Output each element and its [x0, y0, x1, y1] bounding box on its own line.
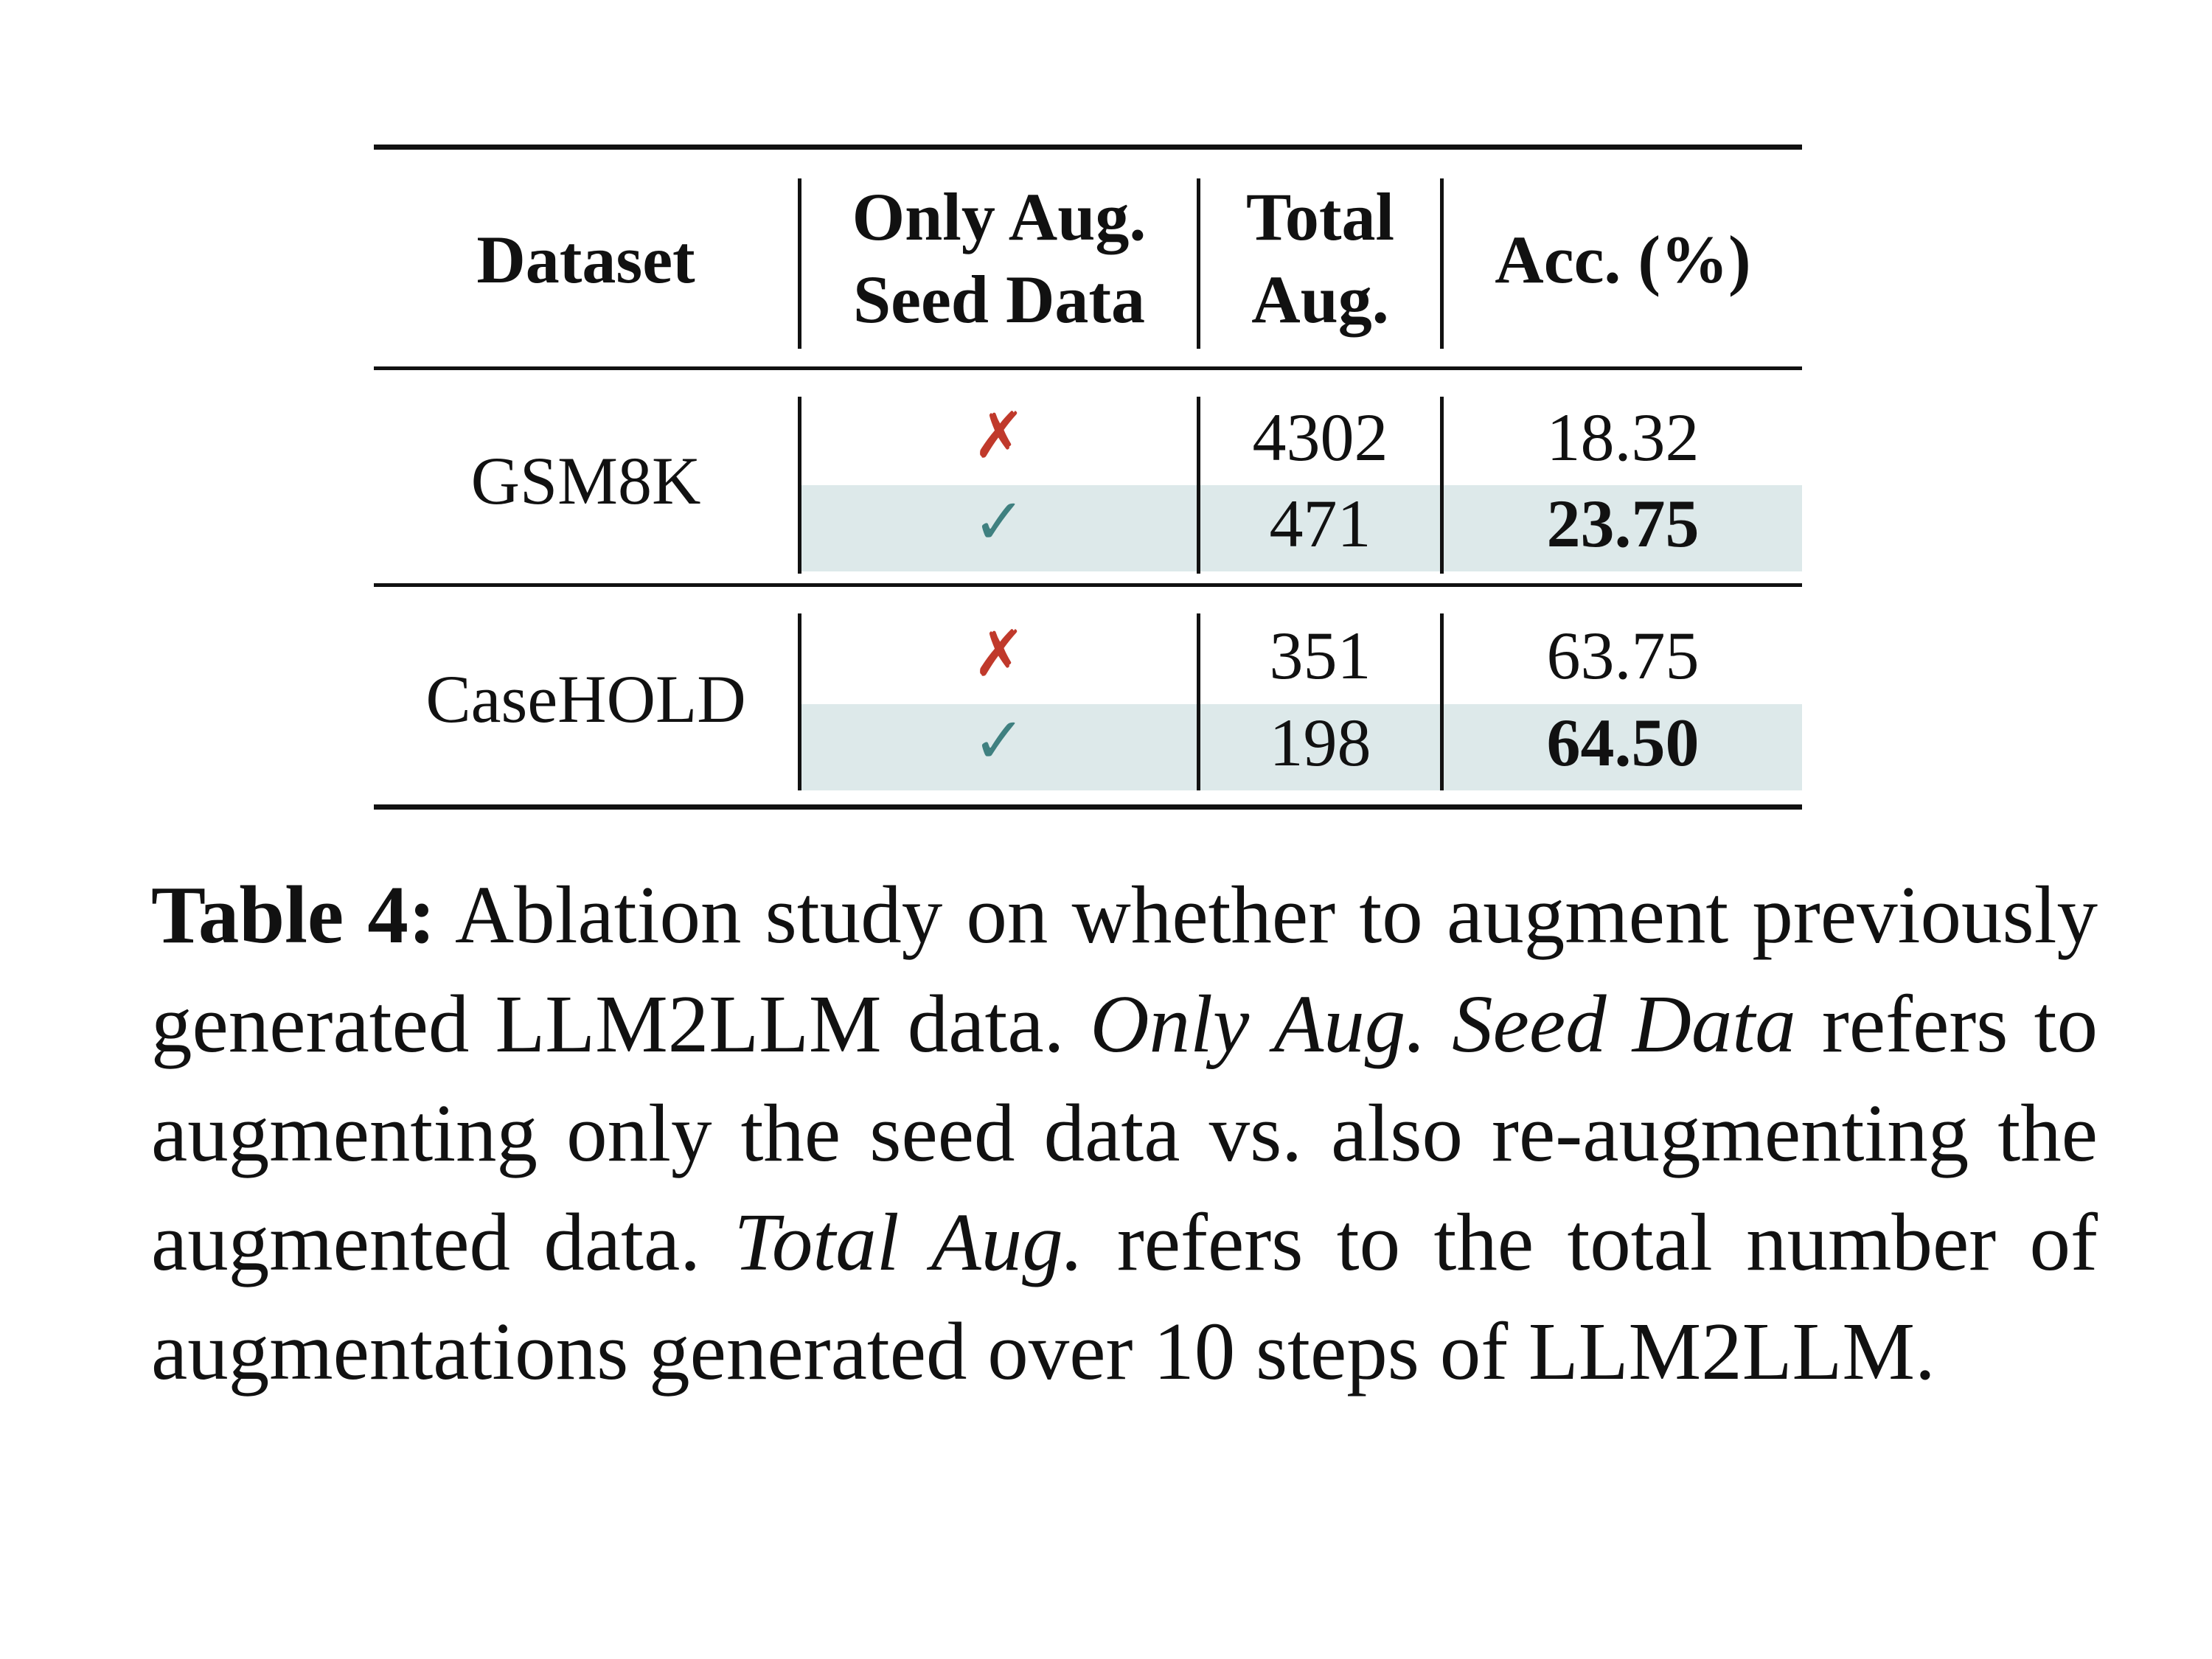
caption-term-only-aug: Only Aug. Seed Data [1090, 979, 1796, 1070]
cross-icon: ✗ [972, 399, 1026, 473]
table-caption: Table 4: Ablation study on whether to au… [151, 861, 2098, 1407]
highlight-row-casehold [800, 704, 1802, 790]
header-accuracy: Acc. (%) [1495, 222, 1751, 297]
accuracy-cell: 18.32 [1546, 400, 1700, 475]
header-dataset: Dataset [476, 222, 695, 297]
header-rule [374, 366, 1802, 370]
column-divider [798, 178, 801, 349]
header-only-aug-line1: Only Aug. [852, 179, 1147, 254]
header-total-line2: Aug. [1251, 262, 1389, 337]
header-total-line1: Total [1245, 179, 1395, 254]
accuracy-cell-best: 23.75 [1546, 486, 1700, 561]
accuracy-cell-best: 64.50 [1546, 705, 1700, 780]
column-divider [798, 397, 801, 574]
total-aug-cell: 198 [1269, 705, 1371, 780]
caption-text: Ablation study on whether to augment pre… [151, 870, 2098, 1070]
highlight-row-gsm8k [800, 485, 1802, 571]
header-total-aug: Total Aug. [1200, 175, 1440, 341]
header-only-aug-seed: Only Aug. Seed Data [801, 175, 1197, 341]
column-divider [1197, 613, 1200, 790]
total-aug-cell: 4302 [1252, 400, 1388, 475]
column-divider [1197, 397, 1200, 574]
caption-term-total-aug: Total Aug. [734, 1197, 1084, 1288]
header-only-aug-line2: Seed Data [852, 262, 1146, 337]
cross-icon: ✗ [972, 617, 1026, 691]
caption-text: refers to the total number of augmentati… [151, 1197, 2098, 1397]
total-aug-cell: 351 [1269, 618, 1371, 693]
check-icon: ✓ [972, 704, 1026, 778]
total-aug-cell: 471 [1269, 486, 1371, 561]
dataset-cell: GSM8K [470, 443, 701, 518]
group-rule [374, 583, 1802, 587]
column-divider [1197, 178, 1200, 349]
caption-label: Table 4: [151, 870, 436, 961]
column-divider [1440, 178, 1444, 349]
accuracy-cell: 63.75 [1546, 618, 1700, 693]
bottom-rule [374, 804, 1802, 810]
column-divider [798, 613, 801, 790]
caption-text: refers to augmenting only the seed data … [151, 979, 2098, 1288]
top-rule [374, 145, 1802, 150]
column-divider [1440, 397, 1444, 574]
column-divider [1440, 613, 1444, 790]
dataset-cell: CaseHOLD [425, 661, 746, 737]
check-icon: ✓ [972, 485, 1026, 559]
